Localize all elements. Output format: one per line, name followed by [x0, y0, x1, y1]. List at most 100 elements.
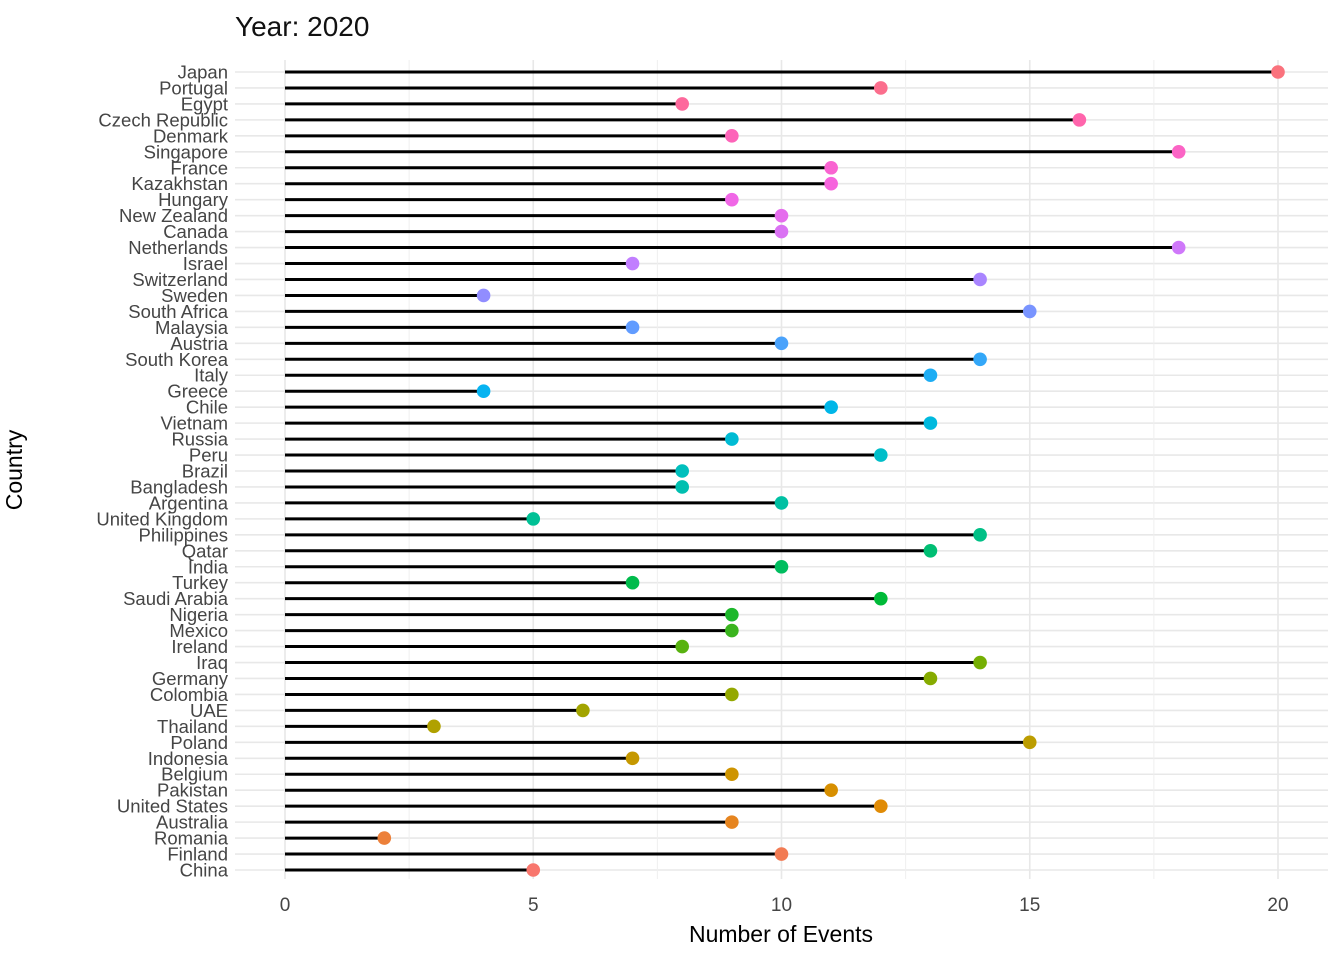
lollipop-dot	[526, 512, 541, 526]
lollipop-dot	[824, 176, 838, 191]
y-axis-label: Qatar	[182, 540, 228, 561]
lollipop-dot	[824, 400, 838, 414]
lollipop-dot	[725, 687, 739, 702]
y-axis-label: Nigeria	[169, 604, 228, 625]
y-axis-label: Romania	[154, 828, 229, 849]
y-axis-label: India	[188, 556, 229, 577]
y-axis-label: Ireland	[171, 636, 228, 657]
lollipop-dot	[874, 81, 888, 95]
x-axis-title: Number of Events	[689, 921, 873, 947]
y-axis-label: Greece	[167, 381, 228, 402]
lollipop-dot	[377, 831, 392, 845]
lollipop-dot	[1171, 240, 1186, 255]
y-axis-label: Hungary	[158, 189, 229, 210]
y-axis-label: Mexico	[169, 620, 228, 641]
lollipop-dot	[476, 288, 491, 303]
lollipop-dot	[476, 384, 491, 399]
lollipop-dot	[725, 192, 739, 207]
lollipop-dot	[923, 544, 938, 558]
x-tick-label: 10	[771, 895, 792, 916]
y-axis-label: Belgium	[161, 764, 228, 785]
lollipop-dot	[774, 847, 789, 861]
x-tick-label: 0	[280, 895, 291, 916]
y-axis-label: Japan	[178, 62, 228, 83]
lollipop-dot	[774, 224, 789, 239]
lollipop-dots	[377, 65, 1285, 877]
y-axis-label: Argentina	[149, 492, 229, 513]
y-axis-label: Switzerland	[132, 269, 228, 290]
y-axis-label: Netherlands	[128, 237, 228, 258]
lollipop-dot	[923, 671, 938, 686]
y-axis-label: Australia	[156, 812, 229, 833]
y-axis-label: Chile	[186, 397, 228, 418]
lollipop-dot	[526, 863, 541, 877]
lollipop-dot	[675, 639, 689, 654]
y-axis-label: Brazil	[182, 461, 228, 482]
lollipop-dot	[923, 368, 938, 383]
lollipop-dot	[824, 783, 838, 797]
y-axis-label: Indonesia	[148, 748, 229, 769]
lollipop-dot	[625, 320, 640, 335]
lollipop-dot	[725, 767, 739, 782]
lollipop-dot	[774, 559, 789, 574]
lollipop-dot	[973, 272, 987, 287]
lollipop-dot	[973, 655, 987, 670]
y-axis-label: France	[170, 157, 228, 178]
x-tick-label: 20	[1267, 895, 1288, 916]
y-axis-label: South Korea	[125, 349, 229, 370]
lollipop-dot	[576, 703, 590, 718]
lollipop-dot	[675, 480, 689, 494]
y-axis-label: Saudi Arabia	[123, 588, 229, 609]
lollipop-dot	[774, 496, 789, 510]
lollipop-dot	[874, 591, 888, 606]
lollipop-dot	[774, 336, 789, 351]
lollipop-dot	[625, 751, 640, 766]
lollipop-dot	[625, 575, 640, 590]
lollipop-dot	[1022, 304, 1037, 319]
y-axis-label: Kazakhstan	[131, 173, 228, 194]
lollipop-dot	[1271, 65, 1285, 79]
y-axis-label: South Africa	[128, 301, 228, 322]
lollipop-dot	[923, 416, 938, 430]
y-axis-label: UAE	[190, 700, 228, 721]
lollipop-dot	[874, 799, 888, 813]
lollipop-dot	[725, 815, 739, 829]
x-axis-tick-labels: 0 5 10 15 20	[280, 895, 1289, 916]
y-axis-label: Canada	[163, 221, 229, 242]
lollipop-dot	[973, 528, 987, 542]
lollipop-dot	[774, 208, 789, 223]
y-axis-label: Bangladesh	[130, 476, 228, 497]
y-axis-label: Italy	[194, 365, 229, 386]
lollipop-dot	[973, 352, 987, 367]
y-axis-label: Sweden	[161, 285, 228, 306]
y-axis-label: New Zealand	[119, 205, 228, 226]
y-axis-label: Pakistan	[157, 780, 228, 801]
x-tick-label: 15	[1019, 895, 1040, 916]
y-axis-label: Poland	[170, 732, 228, 753]
y-axis-label: Denmark	[153, 125, 229, 146]
plot-title: Year: 2020	[235, 11, 369, 42]
lollipop-dot	[1022, 735, 1037, 750]
lollipop-dot	[625, 256, 640, 271]
y-axis-label: Vietnam	[160, 413, 228, 434]
y-axis-label: Philippines	[139, 524, 228, 545]
lollipop-dot	[725, 432, 739, 446]
lollipop-dot	[874, 448, 888, 462]
y-axis-label: China	[180, 860, 229, 881]
y-axis-label: Finland	[167, 844, 228, 865]
y-axis-label: United States	[117, 796, 228, 817]
y-axis-label: Egypt	[181, 93, 228, 114]
y-axis-label: United Kingdom	[96, 508, 228, 529]
y-axis-label: Iraq	[196, 652, 228, 673]
lollipop-dot	[725, 607, 739, 622]
y-axis-label: Czech Republic	[98, 109, 228, 130]
y-axis-title: Country	[1, 429, 27, 510]
y-axis-label: Germany	[152, 668, 229, 689]
lollipop-dot	[824, 160, 838, 175]
y-axis-label: Colombia	[150, 684, 229, 705]
y-axis-label: Malaysia	[155, 317, 229, 338]
y-axis-label: Thailand	[157, 716, 228, 737]
